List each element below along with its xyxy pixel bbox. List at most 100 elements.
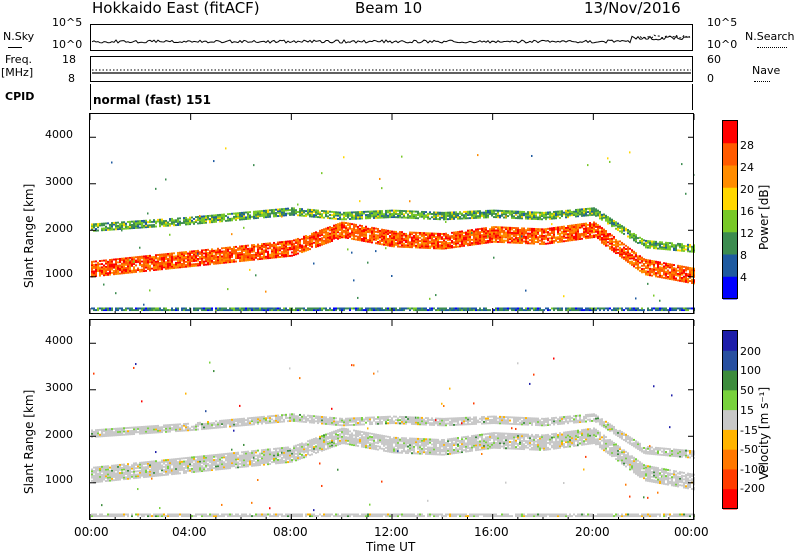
power-cell [493, 235, 495, 238]
power-cell [503, 231, 505, 234]
power-cell [329, 309, 331, 312]
power-cell [189, 265, 191, 268]
power-cell [297, 307, 299, 310]
power-cell [659, 271, 661, 274]
power-cell [143, 261, 145, 264]
nave-label: Nave [752, 64, 781, 77]
power-cell [315, 234, 317, 237]
power-cell [135, 307, 137, 310]
power-cell [159, 265, 161, 268]
power-cell [311, 240, 313, 243]
power-cell [217, 259, 219, 262]
power-cell [393, 212, 395, 215]
power-cell [309, 244, 311, 247]
power-cell [643, 264, 645, 267]
power-cell [177, 255, 179, 258]
power-cell [157, 218, 159, 221]
power-cell [355, 212, 357, 215]
power-cell [627, 247, 629, 250]
power-cell [97, 265, 99, 268]
power-cell [633, 255, 635, 258]
power-cell [573, 212, 575, 215]
power-cell [645, 270, 647, 273]
power-cell [257, 216, 259, 219]
power-cell [169, 267, 171, 270]
power-cell [501, 307, 503, 310]
power-cell [223, 260, 225, 263]
power-cell [563, 211, 565, 214]
velocity-cell [109, 428, 111, 431]
power-cell [239, 248, 241, 251]
power-cell [651, 309, 653, 312]
power-cell [489, 213, 491, 215]
power-cell [359, 200, 361, 203]
power-cell [317, 245, 319, 248]
power-cell [305, 234, 307, 237]
power-cell [353, 225, 355, 228]
velocity-cell [139, 471, 141, 474]
power-cell [269, 307, 271, 310]
power-cell [445, 242, 447, 245]
power-cell [559, 212, 561, 214]
power-cell [307, 307, 309, 310]
power-cell [147, 221, 149, 224]
power-cell [543, 211, 545, 214]
power-cell [181, 254, 183, 257]
power-cell [147, 264, 149, 267]
power-cell [605, 234, 607, 237]
power-cell [441, 211, 443, 214]
power-cell [395, 234, 397, 237]
power-cell [505, 236, 507, 239]
power-cell [685, 276, 687, 278]
power-cell [419, 240, 421, 243]
power-cell [361, 233, 363, 236]
power-cell [651, 261, 653, 264]
power-cell [667, 248, 669, 251]
power-cell [669, 274, 671, 277]
power-cell [253, 217, 255, 220]
power-cell [147, 261, 149, 264]
power-cell [287, 309, 289, 312]
power-cell [317, 212, 319, 215]
power-cell [305, 236, 307, 239]
power-cell [171, 255, 173, 258]
power-cell [109, 260, 111, 263]
power-cell [209, 260, 211, 262]
power-cell [451, 307, 453, 310]
power-cell [537, 229, 539, 232]
velocity-cell [125, 476, 127, 479]
power-cell [171, 263, 173, 266]
power-cell [363, 309, 365, 312]
power-cell [565, 213, 567, 216]
power-cell [587, 211, 589, 214]
power-cell [581, 234, 583, 237]
power-cell [453, 213, 455, 215]
power-cell [457, 231, 459, 233]
power-cell [517, 228, 519, 231]
power-cell [221, 262, 223, 264]
power-cell [603, 238, 605, 241]
power-cell [327, 212, 329, 215]
power-cell [215, 249, 217, 252]
power-cell [371, 233, 373, 236]
velocity-cell [131, 465, 133, 468]
power-cell [651, 240, 653, 243]
power-cell [219, 262, 221, 265]
power-cell [145, 224, 147, 227]
power-cell [629, 231, 631, 234]
power-cell [443, 246, 445, 248]
power-cell [607, 241, 609, 244]
velocity-cell [143, 469, 145, 472]
velocity-cell [111, 472, 113, 475]
power-cell [133, 220, 135, 223]
power-cell [147, 258, 149, 261]
power-cell [205, 263, 207, 266]
power-cell [257, 210, 259, 213]
power-cell [119, 224, 121, 227]
power-cell [501, 237, 503, 240]
power-cell [329, 307, 331, 310]
power-cell [133, 259, 135, 262]
power-cell [325, 227, 327, 230]
velocity-cell [95, 515, 97, 518]
power-cell [279, 214, 281, 217]
